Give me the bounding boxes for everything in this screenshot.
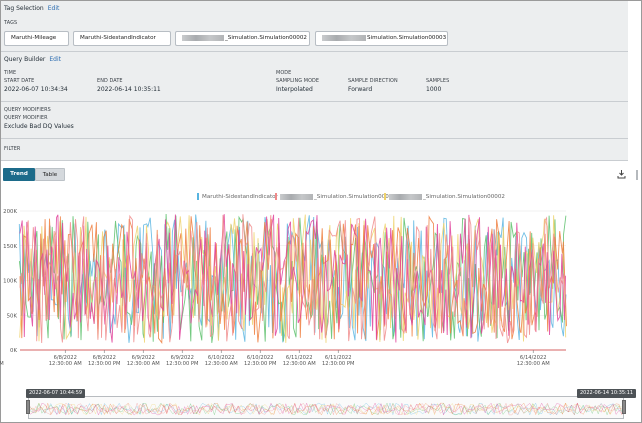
x-tick-time: 12:30:00 PM <box>244 361 277 367</box>
query-modifier-label: QUERY MODIFIER <box>4 115 48 121</box>
x-tick-time: 12:30:00 AM <box>283 361 316 367</box>
redacted-prefix <box>322 34 366 41</box>
query-builder-panel: Query Builder Edit TIME START DATE 2022-0… <box>1 52 628 102</box>
legend-item-sidestand[interactable]: Maruthi-SidestandIndicator <box>197 193 278 200</box>
sampling-mode-value: Interpolated <box>276 86 313 93</box>
filter-label: FILTER <box>4 146 21 152</box>
x-tick-date: 6/10/2022 <box>247 355 274 361</box>
x-tick-time: 12:30:00 AM <box>205 361 238 367</box>
navigator-series-line <box>29 402 622 416</box>
x-tick-date: 6/10/2022 <box>208 355 235 361</box>
end-date-label: END DATE <box>97 78 123 84</box>
sample-direction-value: Forward <box>348 86 373 93</box>
sample-direction-label: SAMPLE DIRECTION <box>348 78 398 84</box>
download-icon[interactable] <box>617 169 626 179</box>
tag-chip-simulation-00003[interactable]: Simulation.Simulation00003 <box>315 31 448 46</box>
tag-chip-sidestand[interactable]: Maruthi-SidestandIndicator <box>73 31 171 46</box>
tag-chip-simulation-00003-label: Simulation.Simulation00003 <box>367 35 447 41</box>
x-tick-date: 6/8/2022 <box>93 355 116 361</box>
redacted-prefix <box>280 193 313 200</box>
navigator-left-handle[interactable] <box>26 400 30 414</box>
tag-selection-title-text: Tag Selection <box>4 5 44 12</box>
query-builder-edit-link[interactable]: Edit <box>49 56 61 63</box>
redacted-prefix <box>182 34 224 41</box>
x-tick-date: 6/9/2022 <box>171 355 194 361</box>
x-tick-time: 12:30:00 AM <box>517 361 550 367</box>
navigator-start-label: 2022-06-07 10:44:59 <box>26 389 86 398</box>
x-tick-time: 12:30:00 PM <box>166 361 199 367</box>
tab-table[interactable]: Table <box>35 168 65 181</box>
x-tick-date: 6/9/2022 <box>132 355 155 361</box>
tag-chip-simulation-00002-label: _Simulation.Simulation00002 <box>225 35 307 41</box>
x-tick-time: 12:30:00 PM <box>88 361 121 367</box>
tag-chip-mileage[interactable]: Maruthi-Mileage <box>4 31 69 46</box>
y-tick-label: 200K <box>3 209 17 215</box>
y-tick-label: 50K <box>7 313 18 319</box>
tag-selection-title: Tag Selection Edit <box>4 5 59 12</box>
x-tick-date: 6/11/2022 <box>286 355 313 361</box>
legend-swatch <box>275 193 277 200</box>
tag-chip-sidestand-label: Maruthi-SidestandIndicator <box>80 35 156 41</box>
legend-label: _Simulation.Simulation00002 <box>423 194 505 200</box>
navigator-end-label: 2022-06-14 10:35:11 <box>577 389 637 398</box>
mode-label: MODE <box>276 70 292 76</box>
x-tick-time: 12:30:00 AM <box>127 361 160 367</box>
x-tick-time: 12:30:00 AM <box>0 361 4 367</box>
legend-label: _Simulation.Simulation00003 <box>314 194 396 200</box>
navigator-right-handle[interactable] <box>622 400 626 414</box>
samples-value: 1000 <box>426 86 442 93</box>
query-modifier-value: Exclude Bad DQ Values <box>4 123 74 130</box>
x-tick-date: 6/14/2022 <box>520 355 547 361</box>
series-line <box>19 214 566 344</box>
x-tick-time: 12:30:00 AM <box>49 361 82 367</box>
query-modifiers-panel: QUERY MODIFIERS QUERY MODIFIER Exclude B… <box>1 102 628 139</box>
y-tick-label: 0K <box>10 348 17 354</box>
legend-item-simulation-00002[interactable]: _Simulation.Simulation00002 <box>384 193 505 200</box>
redacted-prefix <box>389 193 422 200</box>
legend-label: Maruthi-SidestandIndicator <box>202 194 278 200</box>
tags-label: TAGS <box>4 20 18 26</box>
tag-chip-simulation-00002[interactable]: _Simulation.Simulation00002 <box>175 31 310 46</box>
series-line <box>19 214 566 343</box>
query-builder-title: Query Builder Edit <box>4 56 61 63</box>
sampling-mode-label: SAMPLING MODE <box>276 78 320 84</box>
series-line <box>19 215 567 345</box>
query-modifiers-label: QUERY MODIFIERS <box>4 107 51 113</box>
tag-selection-edit-link[interactable]: Edit <box>47 5 60 12</box>
end-date-value: 2022-06-14 10:35:11 <box>97 86 161 93</box>
time-label: TIME <box>4 70 17 76</box>
tab-trend[interactable]: Trend <box>3 168 35 181</box>
filter-panel: FILTER <box>1 139 628 161</box>
y-tick-label: 150K <box>3 244 17 250</box>
query-builder-title-text: Query Builder <box>4 56 46 63</box>
samples-label: SAMPLES <box>426 78 450 84</box>
x-tick-date: 6/8/2022 <box>54 355 77 361</box>
tag-chip-mileage-label: Maruthi-Mileage <box>11 35 57 41</box>
legend-swatch <box>197 193 199 200</box>
x-tick-time: 12:30:00 PM <box>322 361 355 367</box>
start-date-value: 2022-06-07 10:34:34 <box>4 86 68 93</box>
y-tick-label: 100K <box>3 279 17 285</box>
start-date-label: START DATE <box>4 78 35 84</box>
x-tick-date: 6/11/2022 <box>325 355 352 361</box>
download-icon-glyph <box>617 170 626 179</box>
legend-swatch <box>384 193 386 200</box>
scroll-indicator[interactable] <box>636 170 638 180</box>
legend-item-simulation-00003[interactable]: _Simulation.Simulation00003 <box>275 193 396 200</box>
chart-legend: Maruthi-SidestandIndicator _Simulation.S… <box>0 193 628 203</box>
